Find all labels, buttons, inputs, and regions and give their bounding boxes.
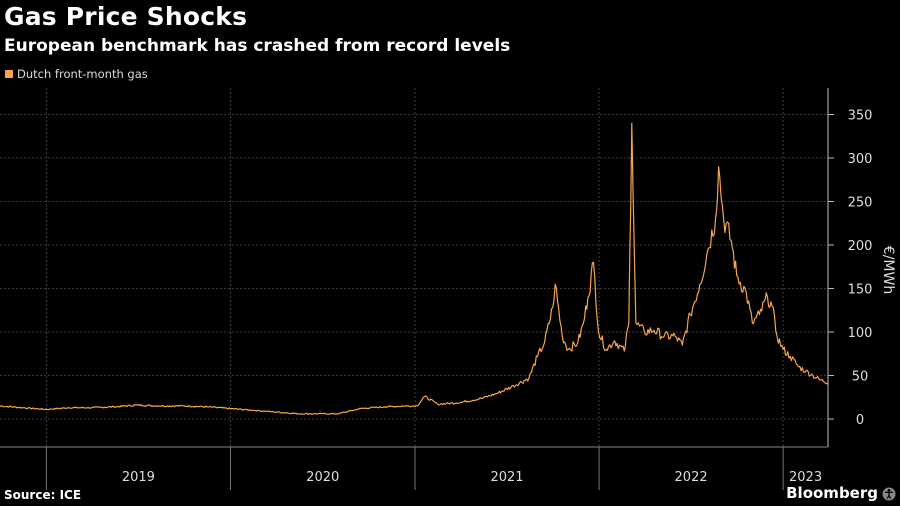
- x-tick-label: 2022: [675, 470, 708, 485]
- x-tick-label: 2021: [490, 470, 523, 485]
- y-tick-label: 50: [852, 370, 869, 385]
- legend-label: Dutch front-month gas: [17, 67, 148, 81]
- legend: Dutch front-month gas: [5, 67, 148, 81]
- x-tick-label: 2020: [306, 470, 339, 485]
- y-tick-label: 300: [848, 152, 873, 167]
- accessibility-icon[interactable]: [882, 487, 896, 501]
- y-tick-label: 200: [848, 239, 873, 254]
- brand-logo: Bloomberg: [786, 484, 878, 502]
- y-tick-label: 0: [856, 413, 864, 428]
- source-note: Source: ICE: [4, 488, 82, 502]
- x-tick-label: 2019: [122, 470, 155, 485]
- x-tick-label: 2023: [789, 470, 822, 485]
- legend-swatch: [5, 70, 13, 78]
- y-tick-label: 350: [848, 109, 873, 124]
- y-tick-label: 100: [848, 326, 873, 341]
- y-axis-label: €/MWh: [880, 246, 896, 294]
- chart-subtitle: European benchmark has crashed from reco…: [4, 36, 511, 56]
- y-tick-label: 250: [848, 196, 873, 211]
- series-line-dutch-front-month-gas: [0, 122, 829, 415]
- y-tick-label: 150: [848, 283, 873, 298]
- chart-title: Gas Price Shocks: [4, 2, 248, 31]
